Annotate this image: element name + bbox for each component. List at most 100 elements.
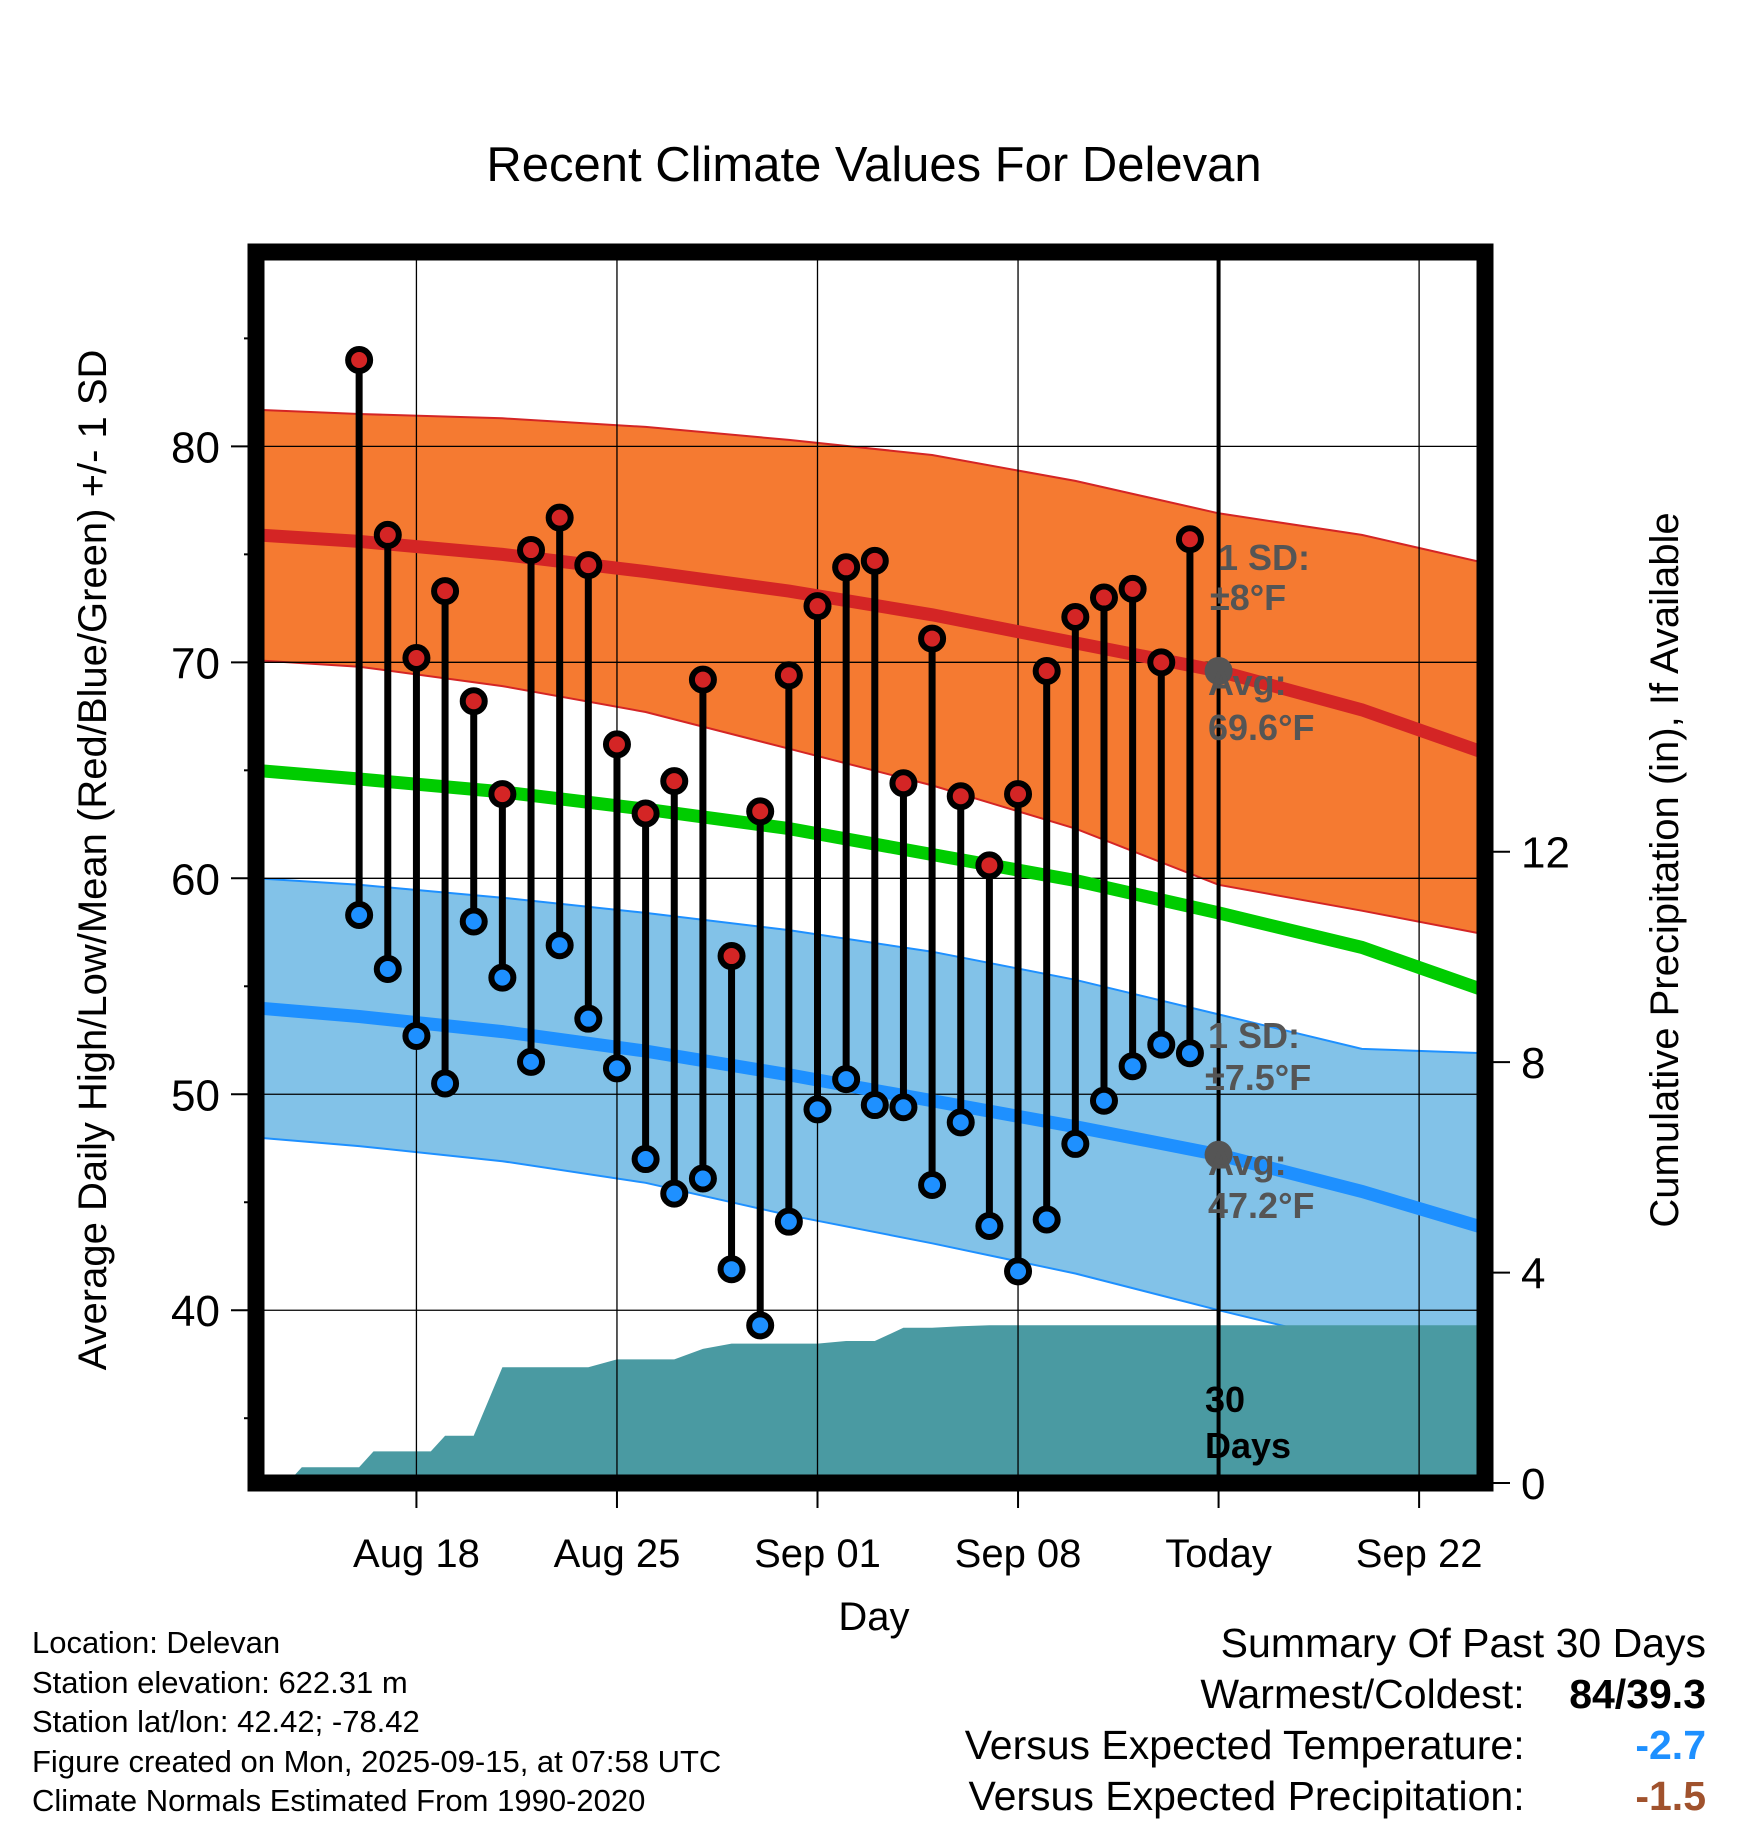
daily-high-point: [1089, 583, 1118, 612]
high-band-lower-edge: [256, 659, 1485, 936]
summary-title: Summary Of Past 30 Days: [1220, 1620, 1706, 1666]
warmest-coldest-row: Warmest/Coldest: 84/39.3: [965, 1669, 1706, 1720]
daily-low-point: [459, 907, 488, 936]
daily-high-point: [574, 551, 603, 580]
temp-vs-expected-value: -2.7: [1635, 1722, 1706, 1768]
daily-high-point: [345, 345, 374, 374]
daily-high-point: [1061, 602, 1090, 631]
high-sd-band: [256, 409, 1485, 935]
plot-frame: [247, 243, 1494, 1492]
y-tick-label: 80: [171, 423, 220, 472]
summary-panel: Summary Of Past 30 Days Warmest/Coldest:…: [965, 1618, 1706, 1822]
y-right-tick-label: 4: [1521, 1250, 1545, 1299]
created-text: Figure created on Mon, 2025-09-15, at 07…: [32, 1743, 722, 1779]
daily-high-point: [1175, 525, 1204, 554]
daily-low-point: [1089, 1086, 1118, 1115]
daily-high-point: [402, 644, 431, 673]
daily-high-point: [373, 520, 402, 549]
high-avg-value: 69.6°F: [1208, 707, 1314, 748]
x-tick-label: Today: [1165, 1532, 1272, 1576]
y-right-tick-label: 0: [1521, 1460, 1545, 1509]
station-metadata: Location: Delevan Station elevation: 622…: [32, 1623, 721, 1821]
location-text: Location: Delevan: [32, 1625, 281, 1660]
low-avg-label: Avg:: [1208, 1142, 1287, 1183]
days-label-number: 30: [1205, 1379, 1245, 1420]
y-right-tick-label: 12: [1521, 829, 1570, 878]
x-tick-label: Sep 08: [955, 1532, 1082, 1576]
daily-high-point: [1032, 656, 1061, 685]
x-axis-label: Day: [838, 1595, 909, 1639]
daily-high-point: [517, 536, 546, 565]
daily-low-point: [774, 1207, 803, 1236]
low-sd-value: ±7.5°F: [1205, 1057, 1311, 1098]
daily-high-point: [975, 851, 1004, 880]
y-right-tick-label: 8: [1521, 1039, 1545, 1088]
warmest-coldest-label: Warmest/Coldest:: [1200, 1671, 1525, 1717]
daily-low-point: [860, 1091, 889, 1120]
normal-low-line: [256, 1001, 1485, 1235]
daily-high-point: [602, 730, 631, 759]
daily-low-point: [1032, 1205, 1061, 1234]
daily-low-point: [1004, 1257, 1033, 1286]
daily-low-point: [746, 1311, 775, 1340]
y-tick-label: 40: [171, 1287, 220, 1336]
high-sd-value: ±8°F: [1210, 577, 1286, 618]
normals-text: Climate Normals Estimated From 1990-2020: [32, 1783, 646, 1818]
daily-low-point: [602, 1054, 631, 1083]
temp-vs-expected-row: Versus Expected Temperature: -2.7: [965, 1720, 1706, 1771]
daily-low-point: [345, 901, 374, 930]
daily-high-point: [660, 767, 689, 796]
daily-high-point: [1004, 780, 1033, 809]
y-axis-label-left: Average Daily High/Low/Mean (Red/Blue/Gr…: [71, 350, 115, 1371]
daily-low-point: [488, 963, 517, 992]
y-tick-label: 50: [171, 1071, 220, 1120]
daily-high-point: [431, 577, 460, 606]
daily-low-point: [545, 931, 574, 960]
daily-low-point: [717, 1255, 746, 1284]
daily-high-point: [688, 665, 717, 694]
x-tick-label: Aug 18: [353, 1532, 480, 1576]
y-tick-label: 70: [171, 639, 220, 688]
daily-high-point: [889, 769, 918, 798]
daily-low-point: [1147, 1030, 1176, 1059]
high-avg-marker: [1204, 656, 1233, 685]
high-band-upper-edge: [256, 408, 1485, 564]
normal-mean-line: [256, 763, 1485, 997]
days-label-word: Days: [1205, 1425, 1291, 1466]
daily-low-point: [803, 1095, 832, 1124]
daily-high-point: [746, 797, 775, 826]
daily-low-point: [1061, 1129, 1090, 1158]
daily-low-point: [373, 955, 402, 984]
precip-area: [287, 1325, 1485, 1483]
precip-vs-expected-label: Versus Expected Precipitation:: [968, 1773, 1525, 1819]
x-tick-label: Sep 01: [754, 1532, 881, 1576]
daily-high-point: [946, 782, 975, 811]
daily-low-point: [1175, 1039, 1204, 1068]
daily-low-point: [975, 1212, 1004, 1241]
elevation-text: Station elevation: 622.31 m: [32, 1664, 408, 1700]
precip-vs-expected-row: Versus Expected Precipitation: -1.5: [965, 1771, 1707, 1822]
latlon-text: Station lat/lon: 42.42; -78.42: [32, 1704, 420, 1739]
precip-vs-expected-value: -1.5: [1635, 1773, 1706, 1819]
daily-low-point: [688, 1164, 717, 1193]
daily-high-point: [631, 799, 660, 828]
low-avg-marker: [1204, 1140, 1233, 1169]
daily-low-point: [889, 1093, 918, 1122]
daily-low-point: [431, 1069, 460, 1098]
temp-vs-expected-label: Versus Expected Temperature:: [964, 1722, 1525, 1768]
y-axis-label-right: Cumulative Precipitation (in), If Availa…: [1643, 512, 1687, 1227]
daily-high-point: [1118, 574, 1147, 603]
y-tick-label: 60: [171, 855, 220, 904]
daily-high-point: [803, 592, 832, 621]
low-sd-band: [256, 878, 1485, 1380]
high-avg-label: Avg:: [1208, 662, 1287, 703]
daily-low-point: [631, 1145, 660, 1174]
daily-low-point: [946, 1108, 975, 1137]
low-avg-value: 47.2°F: [1208, 1185, 1314, 1226]
high-sd-label: 1 SD:: [1218, 537, 1310, 578]
daily-low-point: [574, 1004, 603, 1033]
x-tick-label: Aug 25: [554, 1532, 681, 1576]
daily-high-point: [832, 553, 861, 582]
chart-title: Recent Climate Values For Delevan: [486, 138, 1261, 192]
